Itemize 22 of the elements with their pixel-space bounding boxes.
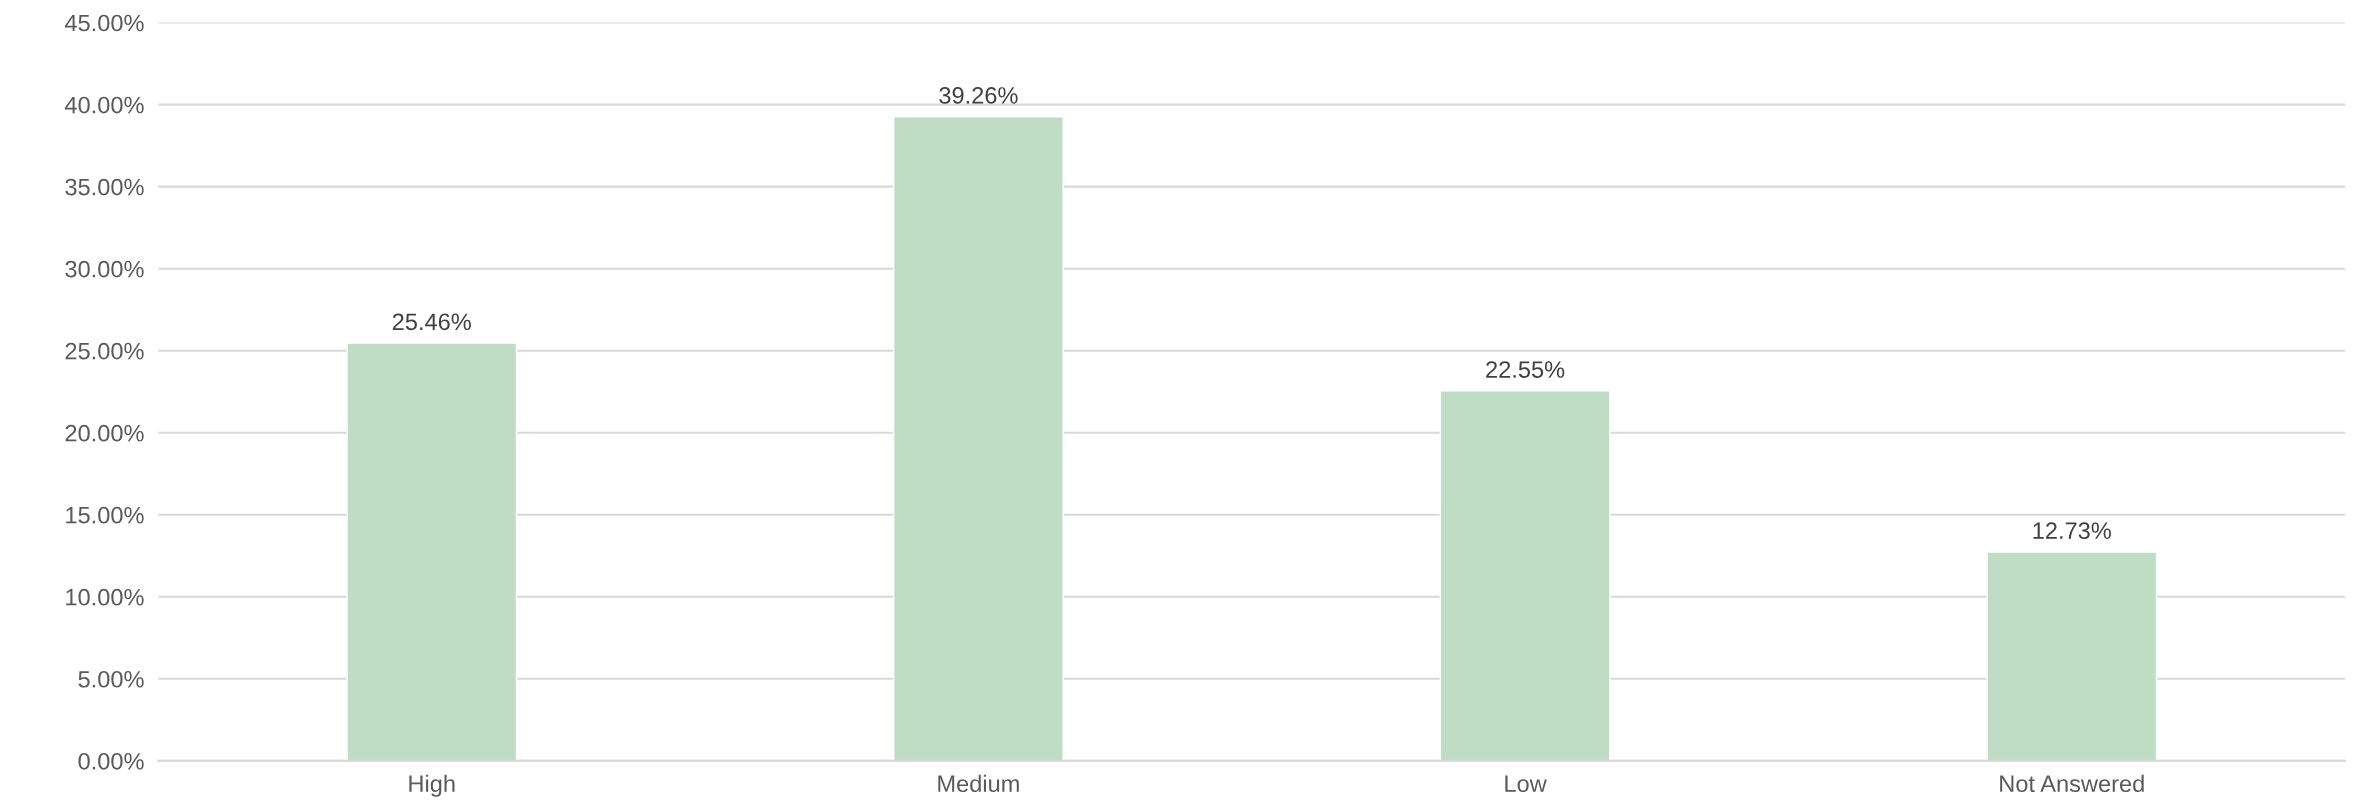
x-tick-label: High: [409, 774, 455, 797]
data-label: 25.46%: [392, 313, 471, 331]
x-tick-label: Medium: [938, 774, 1019, 793]
data-label: 12.73%: [2033, 522, 2111, 540]
x-tick-label: Low: [1505, 775, 1547, 793]
y-tick-label: 0.00%: [78, 752, 144, 770]
bar: [892, 116, 1064, 761]
y-tick-label: 10.00%: [66, 588, 144, 606]
y-tick-label: 20.00%: [65, 424, 144, 442]
bar: [1439, 390, 1611, 761]
y-tick-label: 15.00%: [66, 506, 144, 524]
y-tick-label: 40.00%: [64, 96, 144, 114]
y-tick-label: 30.00%: [65, 260, 144, 278]
data-label: 22.55%: [1486, 361, 1565, 378]
data-label: 39.26%: [939, 87, 1018, 104]
y-tick-label: 25.00%: [65, 342, 144, 360]
bar: [1986, 551, 2158, 761]
y-tick-label: 45.00%: [64, 14, 144, 32]
bar: [346, 342, 518, 761]
y-tick-label: 35.00%: [65, 178, 144, 196]
y-tick-label: 5.00%: [78, 670, 144, 688]
x-tick-label: Not Answered: [2000, 774, 2144, 793]
